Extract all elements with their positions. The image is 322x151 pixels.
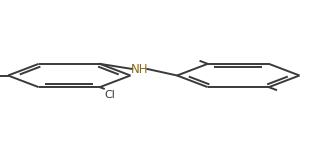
Text: NH: NH [131,63,148,76]
Text: Cl: Cl [104,90,115,100]
